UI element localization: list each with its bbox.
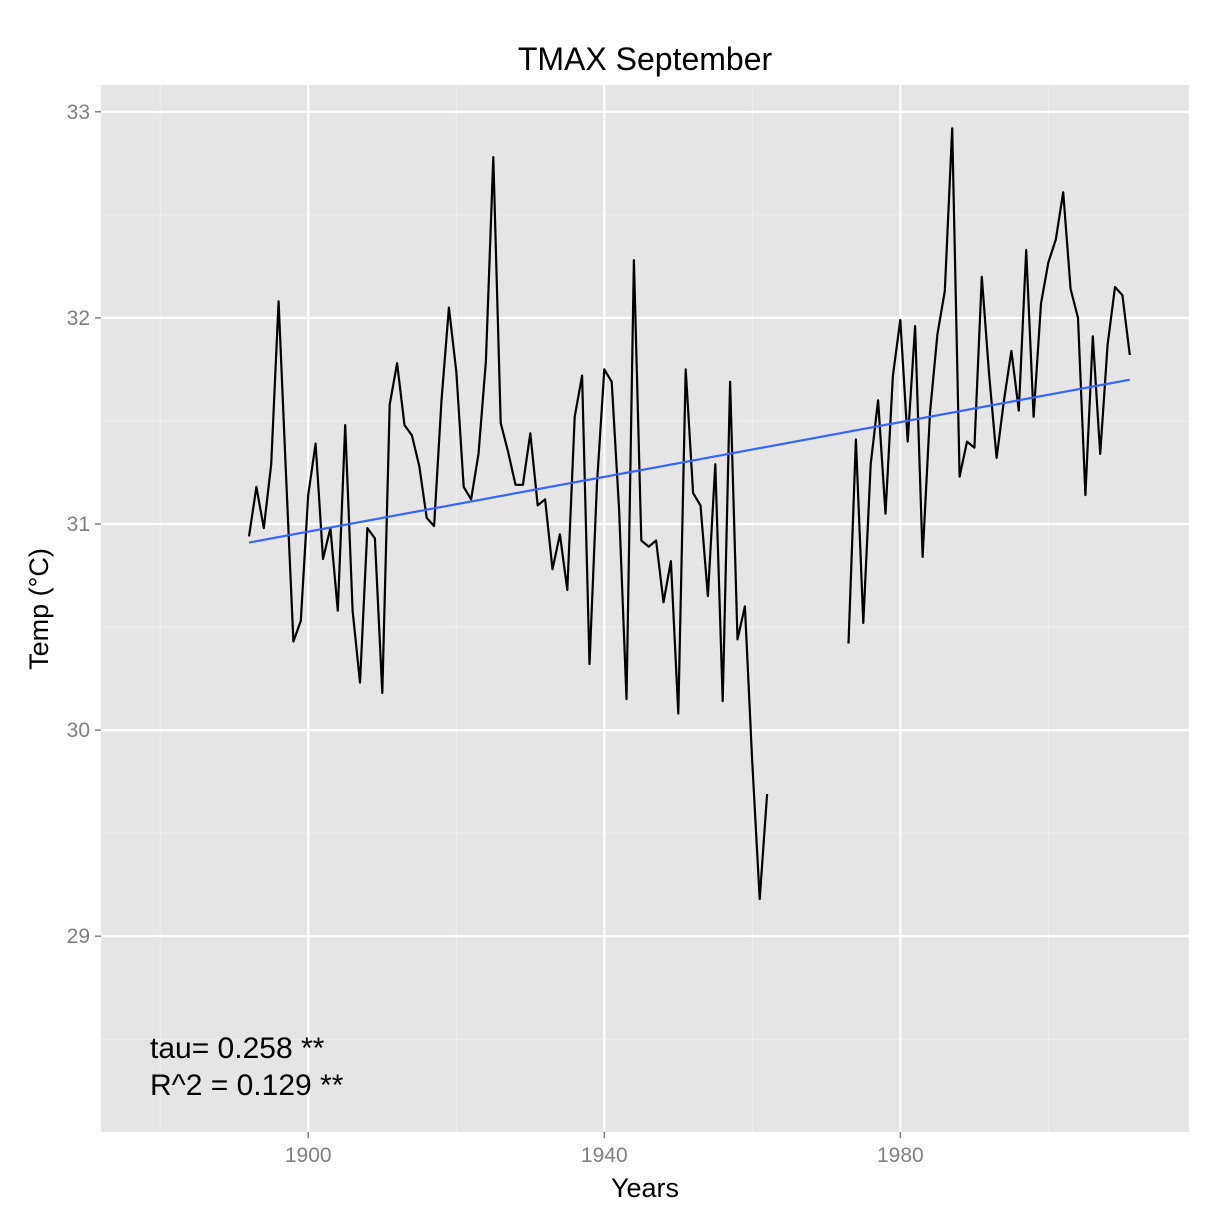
chart-title: TMAX September [518,41,773,77]
x-tick-label: 1940 [581,1144,628,1167]
plot-panel [101,85,1189,1132]
y-tick-label: 31 [67,513,90,536]
trend-line [248,378,1130,544]
tau-annotation: tau= 0.258 ** [150,1032,325,1065]
y-tick-label: 30 [67,719,90,742]
y-tick-label: 33 [67,101,90,124]
y-axis-ticks: 29 30 31 32 33 [67,101,101,948]
major-gridlines [101,85,1189,1132]
r-squared-annotation: R^2 = 0.129 ** [150,1069,344,1102]
x-tick-label: 1900 [285,1144,332,1167]
x-tick-label: 1980 [877,1144,924,1167]
y-tick-label: 29 [67,925,90,948]
temperature-series-line [247,127,1131,901]
x-axis-label: Years [611,1173,679,1203]
x-axis-ticks: 1900 1940 1980 [285,1132,924,1167]
y-tick-label: 32 [67,307,90,330]
y-axis-label: Temp (°C) [24,548,54,670]
